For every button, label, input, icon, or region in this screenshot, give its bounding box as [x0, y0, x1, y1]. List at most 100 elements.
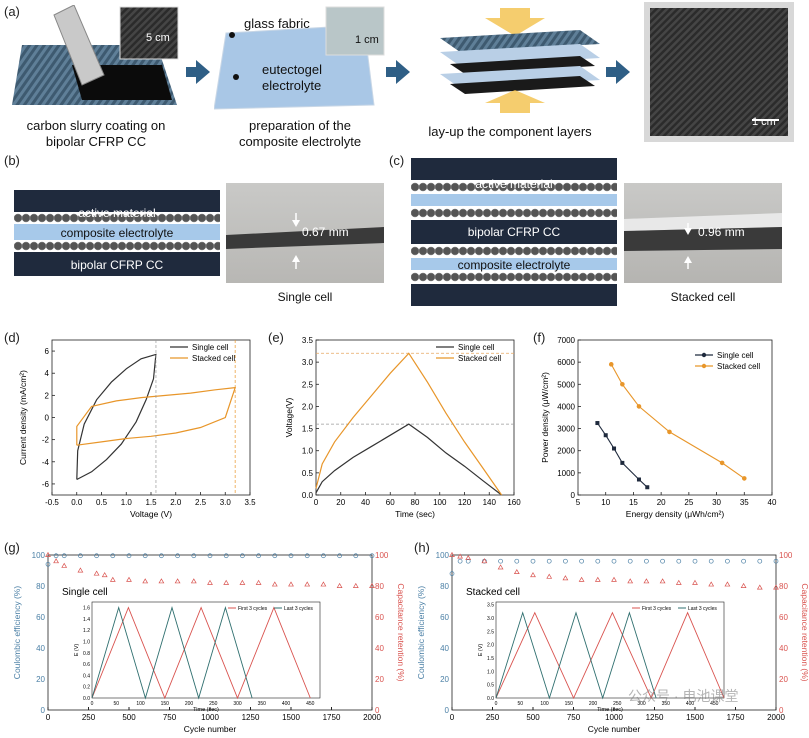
inset-y-tick-label: 2.0 [487, 643, 494, 649]
cr-point [497, 564, 504, 570]
ce-point [240, 553, 245, 559]
ce-point [321, 553, 326, 559]
inset-frame [495, 601, 725, 699]
process-arrow-3 [606, 60, 630, 84]
active-material-bead [506, 208, 516, 218]
inset-x-tick-label: 450 [710, 701, 719, 707]
active-material-bead [21, 241, 31, 251]
active-material-bead [546, 246, 556, 256]
active-material-bead [490, 272, 500, 282]
x-tick-label: -0.5 [45, 498, 59, 507]
cr-point [101, 572, 108, 578]
x-tick-label: 2000 [767, 713, 785, 722]
legend-label: Stacked cell [458, 354, 501, 363]
active-material-bead [434, 272, 444, 282]
y-tick-label: 2 [45, 391, 50, 400]
active-material-bead [205, 241, 215, 251]
ce-point [207, 553, 213, 559]
layup-illustration [420, 8, 610, 113]
ragone-point-stacked [667, 429, 672, 435]
active-material-bead [442, 246, 452, 256]
active-material-bead [498, 246, 508, 256]
x-tick-label: 1.5 [145, 498, 157, 507]
active-material-bead [530, 272, 540, 282]
ce-point [449, 571, 455, 576]
ce-point [288, 553, 294, 559]
active-material-bead [442, 208, 452, 218]
ragone-point-single [595, 421, 600, 426]
y2-tick-label: 80 [779, 582, 788, 591]
chart-title: Single cell [62, 587, 108, 598]
inset-curve-last [495, 611, 657, 700]
active-material-bead [578, 246, 588, 256]
inset-x-tick-label: 50 [113, 701, 119, 707]
active-material-bead [506, 246, 516, 256]
y-tick-label: 80 [440, 582, 449, 591]
single-cell-photo [226, 183, 384, 283]
ce-point [369, 553, 375, 559]
ce-point [725, 558, 730, 564]
c-bipolar-cfrp-label: bipolar CFRP CC [467, 225, 561, 239]
inset-x-tick-label: 400 [686, 701, 695, 707]
inset-x-tick-label: 250 [613, 701, 622, 707]
active-material-bead [610, 246, 620, 256]
cr-point [465, 554, 472, 561]
cv-curve-stacked [76, 386, 237, 446]
x-tick-label: 750 [163, 713, 177, 722]
active-material-bead [506, 272, 516, 282]
active-material-bead [442, 272, 452, 282]
x-tick-label: 1750 [727, 713, 745, 722]
active-material-bead [482, 272, 492, 282]
x-tick-label: 40 [768, 498, 777, 507]
scale-bar-label-2: 1 cm [355, 34, 379, 46]
x-tick-label: 0 [314, 498, 319, 507]
active-material-bead [498, 208, 508, 218]
single-cell-schematic [13, 190, 223, 282]
y2-tick-label: 40 [779, 644, 788, 653]
y-tick-label: 6 [45, 347, 50, 356]
cr-point [562, 575, 569, 581]
x-tick-label: 0 [450, 713, 455, 722]
active-material-bead [482, 246, 492, 256]
active-material-bead [101, 241, 111, 251]
glass-fabric-callout: glass fabric [244, 16, 310, 31]
active-material-bead [554, 246, 564, 256]
ce-point [191, 553, 197, 559]
legend-marker [701, 352, 707, 358]
cr-point [239, 579, 246, 585]
active-material-bead [570, 208, 580, 218]
active-material-bead [157, 241, 167, 251]
gcd-curve-stacked [315, 352, 503, 496]
active-material-bead [458, 208, 468, 218]
active-material-bead [570, 246, 580, 256]
cr-point [223, 579, 230, 585]
active-material-bead [514, 246, 524, 256]
carbon-coating-illustration [12, 4, 180, 113]
ce-point [175, 553, 180, 559]
active-material-bead [133, 241, 143, 251]
active-material-bead [578, 272, 588, 282]
y-tick-label: 5000 [557, 380, 575, 389]
active-material-bead [37, 241, 47, 251]
ce-point [272, 553, 278, 559]
legend-label: Single cell [192, 343, 229, 352]
y-tick-label: 0 [571, 491, 576, 500]
x-tick-label: 20 [336, 498, 345, 507]
active-material-bead [466, 272, 476, 282]
x-tick-label: 0.5 [96, 498, 108, 507]
inset-curve-last [91, 606, 253, 700]
x-tick-label: 500 [526, 713, 540, 722]
cr-point [530, 572, 536, 578]
y-tick-label: 4 [45, 369, 50, 378]
inset-y-tick-label: 1.5 [487, 656, 494, 662]
cr-point [773, 584, 779, 590]
cr-point [352, 582, 359, 588]
y-tick-label: 20 [36, 675, 45, 684]
inset-y-tick-label: 0.2 [83, 685, 90, 691]
inset-x-tick-label: 400 [282, 701, 291, 707]
panel-e-letter: (e) [268, 330, 284, 345]
active-material-bead [93, 241, 103, 251]
cr-point [271, 581, 278, 587]
cr-point [457, 553, 464, 559]
inset-x-tick-label: 200 [185, 701, 194, 707]
